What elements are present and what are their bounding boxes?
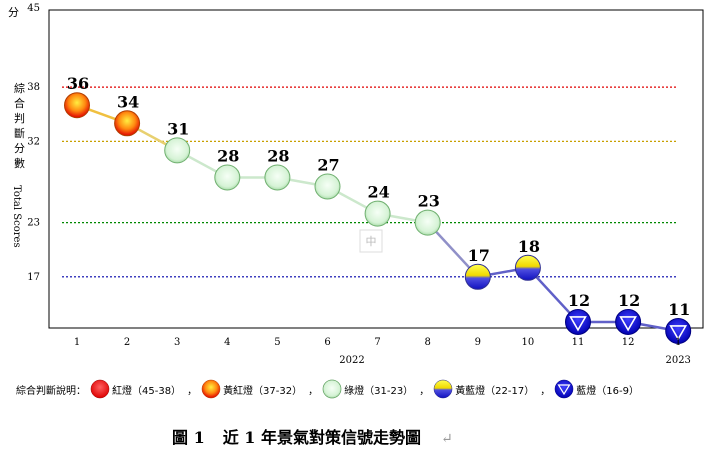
- data-label: 12: [618, 291, 640, 310]
- yellow-blue-light-icon: [433, 379, 453, 399]
- data-label: 17: [468, 246, 490, 265]
- red-light-icon: [90, 379, 110, 399]
- x-tick-label: 11: [572, 337, 585, 348]
- y-axis-unit: 分: [8, 6, 19, 19]
- y-tick-label: 32: [27, 136, 40, 147]
- data-point-green: [214, 164, 241, 191]
- data-label: 11: [668, 300, 690, 319]
- legend-label-green: 綠燈（31-23）: [344, 385, 414, 397]
- x-tick-label: 4: [224, 337, 230, 348]
- legend-item-blue: 藍燈（16-9）: [554, 379, 639, 399]
- data-label: 28: [217, 146, 239, 165]
- legend-label-red: 紅燈（45-38）: [112, 385, 182, 397]
- data-point-blue: [665, 317, 692, 344]
- legend-separator: ，: [308, 385, 319, 397]
- legend: 綜合判斷說明： 紅燈（45-38） ， 黃紅燈（37-32） ， 綠燈（31-2…: [16, 378, 641, 400]
- data-point-green: [314, 173, 341, 200]
- legend-label-yellow-red: 黃紅燈（37-32）: [223, 385, 303, 397]
- legend-label-yellow-blue: 黃藍燈（22-17）: [455, 385, 535, 397]
- figure-caption: 圖 1 近 1 年景氣對策信號走勢圖 ↵: [0, 424, 713, 448]
- legend-item-yellow-red: 黃紅燈（37-32）: [201, 379, 302, 399]
- data-label: 12: [568, 291, 590, 310]
- figure-number: 圖 1: [172, 428, 205, 447]
- data-label: 18: [518, 237, 540, 256]
- green-light-icon: [322, 379, 342, 399]
- data-label: 27: [317, 155, 339, 174]
- data-point-red-yellow: [114, 110, 141, 137]
- watermark-box: [359, 229, 383, 253]
- data-point-yellow-blue: [464, 263, 491, 290]
- data-point-green: [264, 164, 291, 191]
- legend-label-blue: 藍燈（16-9）: [576, 385, 639, 397]
- data-point-green: [414, 209, 441, 236]
- y-tick-label: 38: [27, 82, 40, 93]
- figure-title: 近 1 年景氣對策信號走勢圖: [222, 428, 421, 447]
- x-tick-label: 7: [374, 337, 380, 348]
- y-axis-label-chinese: 綜合判斷分數: [14, 81, 25, 170]
- data-point-blue: [615, 308, 642, 335]
- x-tick-label: 1: [675, 337, 681, 348]
- data-point-yellow-blue: [514, 254, 541, 281]
- return-mark: ↵: [441, 431, 453, 447]
- data-label: 31: [167, 119, 189, 138]
- watermark-text: 中: [366, 235, 377, 248]
- x-tick-label: 9: [475, 337, 481, 348]
- x-tick-label: 3: [174, 337, 180, 348]
- data-point-blue: [565, 308, 591, 335]
- legend-separator: ，: [187, 385, 198, 397]
- x-tick-label: 8: [425, 337, 431, 348]
- legend-item-red: 紅燈（45-38）: [90, 379, 181, 399]
- x-tick-label: 2: [124, 337, 130, 348]
- legend-separator: ，: [540, 385, 551, 397]
- legend-title: 綜合判斷說明：: [16, 385, 86, 397]
- plot-frame: [48, 9, 704, 329]
- data-point-green: [164, 137, 191, 164]
- data-label: 36: [67, 74, 89, 93]
- y-axis-label-english: Total Scores: [11, 185, 22, 248]
- data-label: 24: [367, 183, 389, 202]
- legend-item-yellow-blue: 黃藍燈（22-17）: [433, 379, 534, 399]
- data-point-green: [364, 200, 391, 227]
- x-tick-label: 6: [324, 337, 330, 348]
- year-label-2022: 2022: [339, 355, 364, 366]
- yellow-red-light-icon: [201, 379, 221, 399]
- blue-light-icon: [555, 379, 574, 399]
- y-tick-label: 45: [27, 3, 40, 14]
- x-tick-label: 1: [74, 337, 80, 348]
- data-label: 28: [267, 146, 289, 165]
- year-label-2023: 2023: [665, 355, 690, 366]
- y-tick-label: 23: [27, 218, 40, 229]
- legend-item-green: 綠燈（31-23）: [322, 379, 413, 399]
- x-tick-label: 5: [274, 337, 280, 348]
- x-tick-label: 10: [522, 337, 535, 348]
- data-point-red-yellow: [64, 92, 90, 119]
- data-label: 23: [418, 192, 440, 211]
- legend-separator: ，: [419, 385, 430, 397]
- y-tick-label: 17: [27, 272, 40, 283]
- x-tick-label: 12: [622, 337, 635, 348]
- data-label: 34: [117, 92, 139, 111]
